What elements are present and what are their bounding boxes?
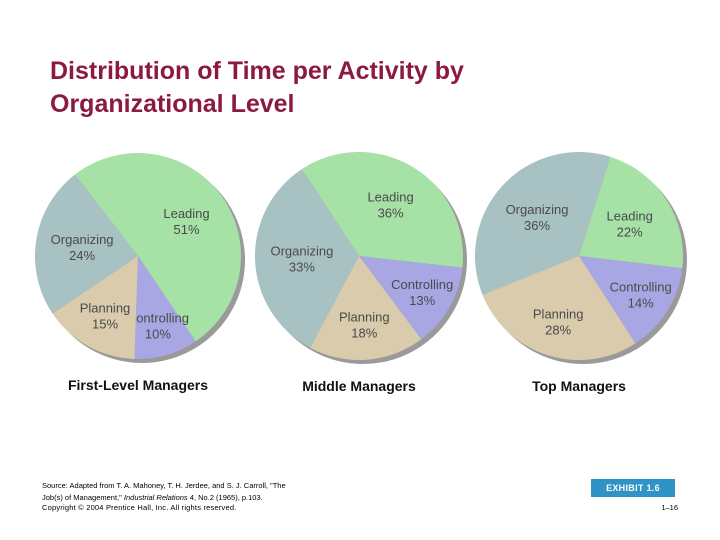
copyright: Copyright © 2004 Prentice Hall, Inc. All… bbox=[42, 503, 237, 512]
source-journal: Industrial Relations bbox=[123, 493, 188, 502]
slice-planning bbox=[310, 256, 422, 361]
slice-label-controlling: Controlling bbox=[391, 277, 453, 292]
source-line-2b: 4, No.2 (1965), p.103. bbox=[187, 493, 263, 502]
slice-label-organizing: Organizing bbox=[506, 202, 569, 217]
slice-label-controlling: Controlling bbox=[610, 280, 672, 295]
slice-value-organizing: 24% bbox=[69, 248, 95, 263]
pie-title-2: Middle Managers bbox=[302, 378, 416, 394]
slice-value-organizing: 33% bbox=[289, 260, 315, 275]
slice-value-leading: 22% bbox=[617, 224, 643, 239]
slide-title: Distribution of Time per Activity by Org… bbox=[50, 55, 610, 121]
slice-leading bbox=[75, 153, 241, 342]
slice-label-leading: Leading bbox=[367, 190, 413, 205]
slice-organizing bbox=[34, 174, 138, 314]
slice-label-planning: Planning bbox=[339, 309, 390, 324]
slice-value-controlling: 13% bbox=[409, 293, 435, 308]
slice-leading bbox=[302, 152, 463, 268]
page-number: 1–16 bbox=[661, 503, 678, 512]
slice-label-leading: Leading bbox=[163, 206, 209, 221]
slice-controlling bbox=[359, 256, 463, 340]
slice-value-planning: 18% bbox=[351, 325, 377, 340]
slice-label-leading: Leading bbox=[607, 208, 653, 223]
slice-value-leading: 51% bbox=[173, 222, 199, 237]
slice-value-controlling: 14% bbox=[628, 296, 654, 311]
slice-organizing bbox=[254, 168, 359, 348]
slice-label-controlling: Controlling bbox=[127, 310, 189, 325]
slice-controlling bbox=[579, 256, 683, 344]
pie-charts: Organizing24%Leading51%Controlling10%Pla… bbox=[34, 151, 687, 394]
slice-label-planning: Planning bbox=[80, 301, 131, 316]
slice-controlling bbox=[134, 256, 196, 360]
slice-label-planning: Planning bbox=[533, 306, 584, 321]
slice-value-leading: 36% bbox=[378, 206, 404, 221]
slice-label-organizing: Organizing bbox=[51, 232, 114, 247]
slice-value-organizing: 36% bbox=[524, 218, 550, 233]
pie-title-3: Top Managers bbox=[532, 378, 626, 394]
exhibit-badge: EXHIBIT 1.6 bbox=[591, 479, 675, 497]
slice-value-planning: 15% bbox=[92, 317, 118, 332]
source-line-1: Source: Adapted from T. A. Mahoney, T. H… bbox=[42, 481, 286, 490]
slice-leading bbox=[579, 156, 684, 269]
title-line-2: Organizational Level bbox=[50, 90, 295, 118]
slice-value-controlling: 10% bbox=[145, 326, 171, 341]
slice-planning bbox=[482, 256, 636, 361]
pie-title-1: First-Level Managers bbox=[68, 377, 208, 393]
slice-label-organizing: Organizing bbox=[270, 244, 333, 259]
source-line-2a: Job(s) of Management," bbox=[42, 493, 122, 502]
slice-value-planning: 28% bbox=[545, 322, 571, 337]
slice-planning bbox=[52, 256, 138, 359]
source-citation: Source: Adapted from T. A. Mahoney, T. H… bbox=[42, 480, 362, 504]
slice-organizing bbox=[474, 151, 611, 295]
title-line-1: Distribution of Time per Activity by bbox=[50, 57, 464, 85]
